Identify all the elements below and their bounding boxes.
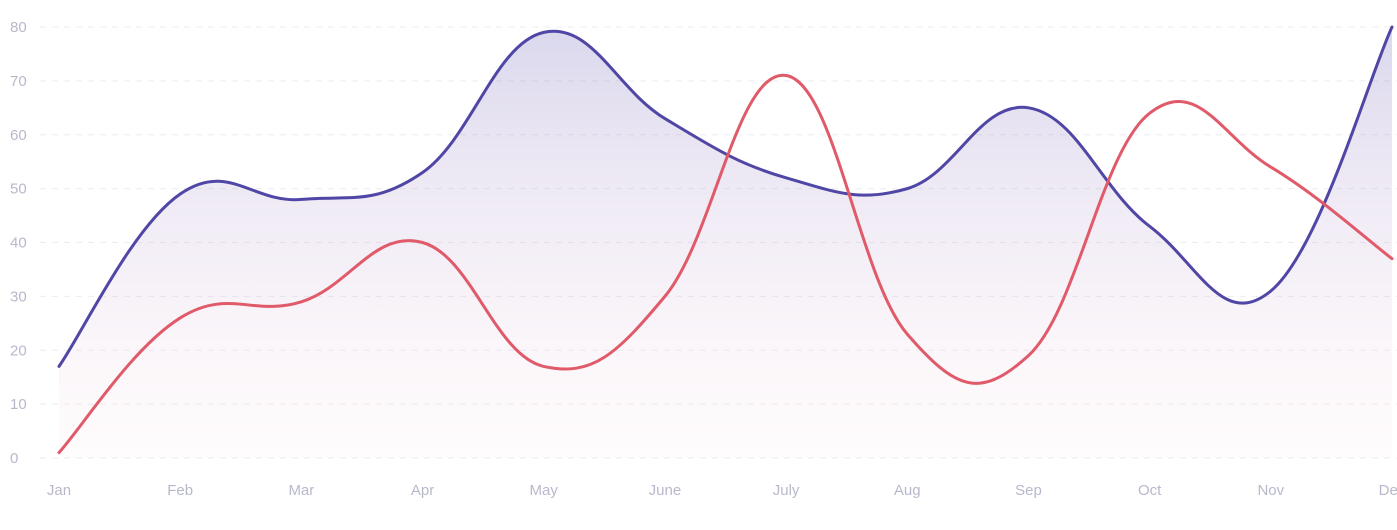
x-tick-label: Nov — [1257, 482, 1284, 499]
x-tick-label: Dec — [1379, 482, 1397, 499]
x-tick-label: Sep — [1015, 482, 1042, 499]
series-layer — [57, 25, 1394, 455]
x-axis: Jan Feb Mar Apr May June July Aug Sep Oct Nov Dec — [47, 482, 1397, 499]
x-tick-label: Apr — [411, 482, 434, 499]
x-tick-label: May — [530, 482, 559, 499]
y-tick-label: 70 — [10, 73, 27, 90]
y-tick-label: 40 — [10, 235, 27, 252]
y-tick-label: 10 — [10, 396, 27, 413]
x-tick-label: Aug — [894, 482, 921, 499]
x-tick-label: Mar — [288, 482, 314, 499]
y-tick-label: 80 — [10, 19, 27, 36]
y-axis: 0 10 20 30 40 50 60 70 80 — [10, 19, 27, 467]
y-tick-label: 60 — [10, 127, 27, 144]
y-tick-label: 20 — [10, 342, 27, 359]
x-tick-label: Jan — [47, 482, 71, 499]
y-tick-label: 50 — [10, 181, 27, 198]
y-tick-label: 30 — [10, 288, 27, 305]
y-tick-label: 0 — [10, 450, 18, 467]
x-tick-label: Feb — [167, 482, 193, 499]
series-2-line — [57, 73, 1394, 455]
series-1-line — [57, 25, 1394, 368]
series-1-area — [59, 27, 1392, 458]
x-tick-label: July — [773, 482, 800, 499]
x-tick-label: June — [649, 482, 682, 499]
x-tick-label: Oct — [1138, 482, 1162, 499]
area-layer — [59, 27, 1392, 458]
